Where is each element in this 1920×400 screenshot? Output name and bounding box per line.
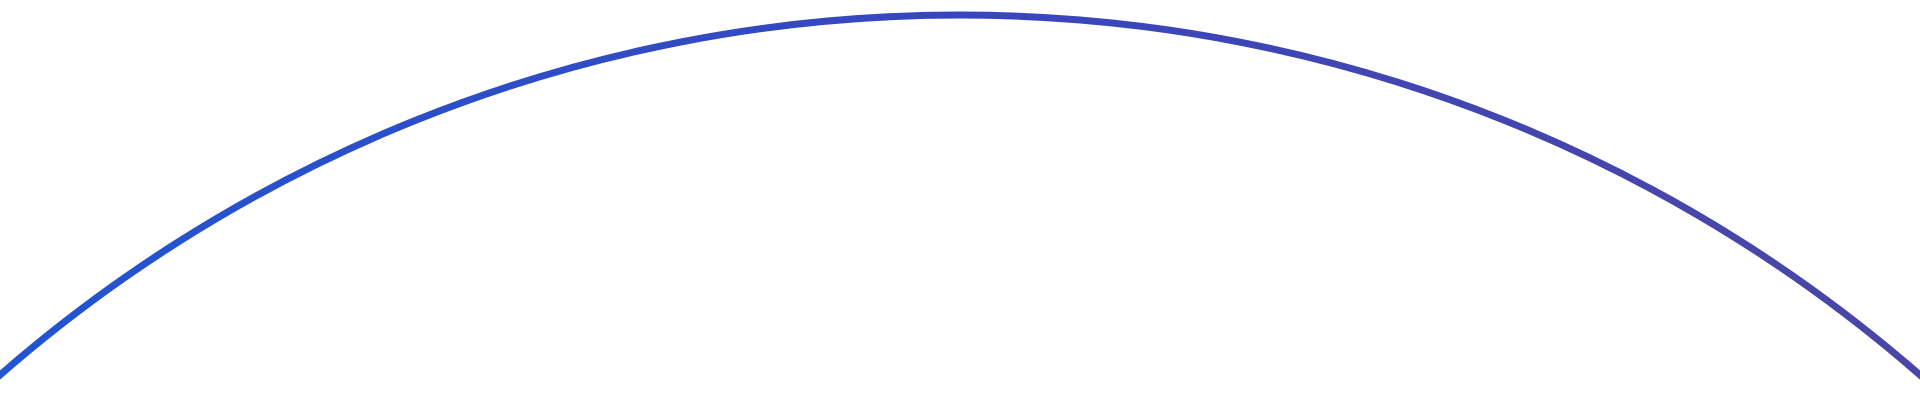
curve-line [0, 11, 1920, 380]
